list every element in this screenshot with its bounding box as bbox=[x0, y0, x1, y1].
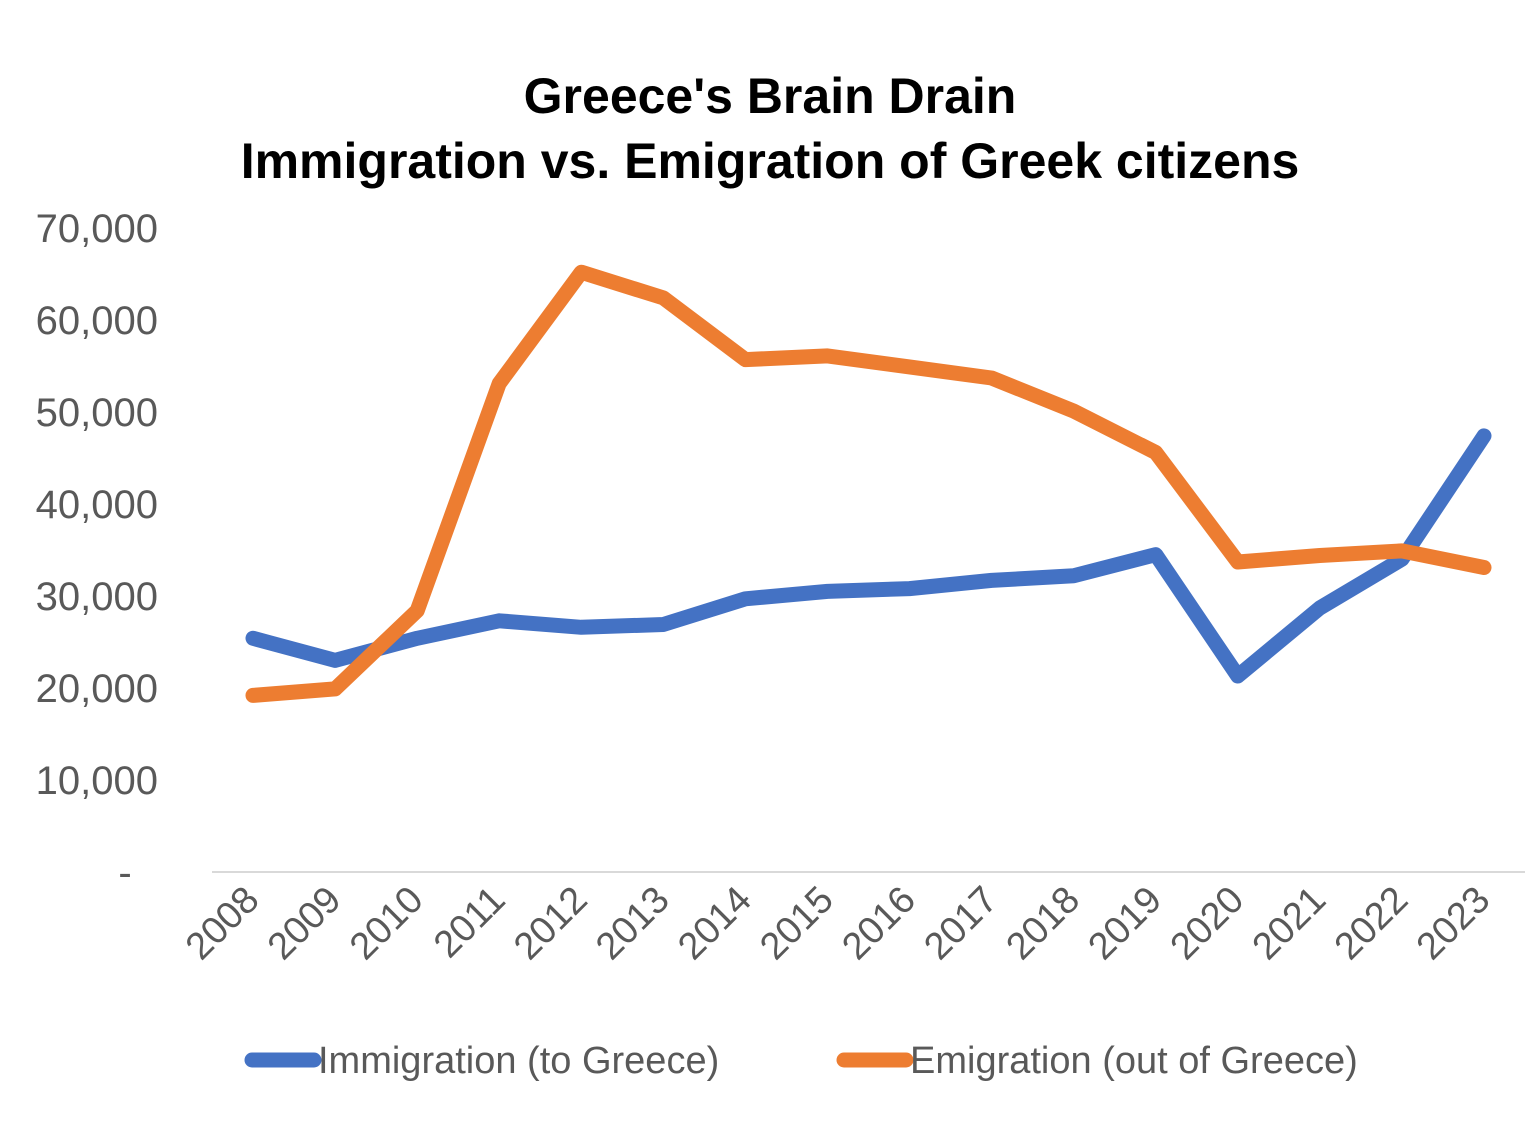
series-layer bbox=[245, 264, 1492, 703]
x-tick-label: 2020 bbox=[1163, 879, 1252, 968]
x-tick-label: 2018 bbox=[999, 879, 1088, 968]
x-tick-label: 2010 bbox=[342, 879, 431, 968]
series-line-immigration bbox=[245, 428, 1492, 684]
y-tick-label: 50,000 bbox=[36, 391, 158, 435]
y-tick-label: 60,000 bbox=[36, 299, 158, 343]
x-axis: 2008200920102011201220132014201520162017… bbox=[178, 879, 1498, 968]
x-tick-label: 2019 bbox=[1081, 879, 1170, 968]
y-tick-label: - bbox=[118, 851, 131, 895]
x-tick-label: 2017 bbox=[916, 879, 1005, 968]
legend-label-immigration: Immigration (to Greece) bbox=[318, 1040, 719, 1082]
y-tick-label: 70,000 bbox=[36, 207, 158, 251]
x-tick-label: 2011 bbox=[426, 879, 513, 966]
x-tick-label: 2012 bbox=[506, 879, 595, 968]
y-axis: - 10,000 20,000 30,000 40,000 50,000 60,000 70,… bbox=[36, 207, 158, 895]
y-tick-label: 20,000 bbox=[36, 667, 158, 711]
x-tick-label: 2014 bbox=[670, 879, 759, 968]
y-tick-label: 40,000 bbox=[36, 483, 158, 527]
chart-title: Greece's Brain Drain bbox=[524, 68, 1017, 124]
x-tick-label: 2015 bbox=[752, 879, 841, 968]
legend-label-emigration: Emigration (out of Greece) bbox=[910, 1040, 1358, 1082]
y-tick-label: 10,000 bbox=[36, 759, 158, 803]
x-tick-label: 2022 bbox=[1327, 879, 1416, 968]
legend: Immigration (to Greece) Emigration (out o… bbox=[244, 1040, 1358, 1082]
x-tick-label: 2009 bbox=[260, 879, 349, 968]
chart-subtitle: Immigration vs. Emigration of Greek citi… bbox=[241, 133, 1300, 189]
x-tick-label: 2016 bbox=[834, 879, 923, 968]
x-tick-label: 2008 bbox=[178, 879, 267, 968]
series-line-emigration bbox=[245, 264, 1492, 703]
x-tick-label: 2023 bbox=[1409, 879, 1498, 968]
y-tick-label: 30,000 bbox=[36, 575, 158, 619]
x-tick-label: 2013 bbox=[588, 879, 677, 968]
x-tick-label: 2021 bbox=[1245, 879, 1334, 968]
